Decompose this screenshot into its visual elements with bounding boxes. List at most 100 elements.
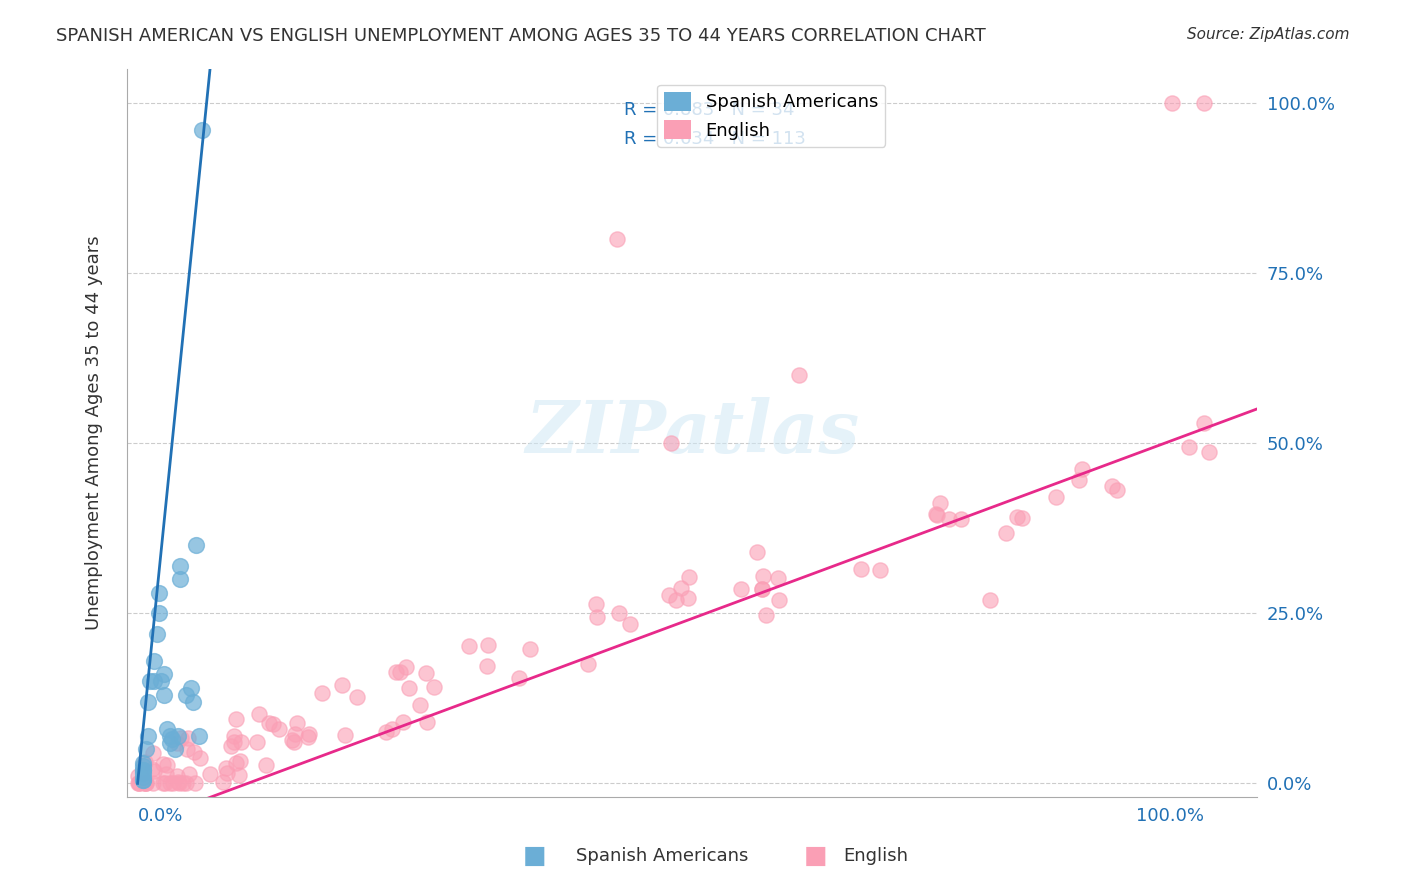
Point — [676, 591, 699, 606]
Point — [1071, 462, 1094, 476]
Point — [132, 776, 155, 790]
Point — [578, 657, 600, 671]
Point — [132, 772, 155, 787]
Point — [167, 774, 190, 789]
Point — [155, 766, 177, 780]
Point — [174, 776, 197, 790]
Point — [607, 606, 630, 620]
Point — [659, 436, 682, 450]
Point — [186, 538, 208, 552]
Point — [142, 776, 165, 790]
Point — [388, 665, 411, 679]
Point — [141, 762, 163, 776]
Point — [177, 766, 200, 780]
Point — [148, 606, 170, 620]
Point — [766, 571, 789, 585]
Point — [132, 763, 155, 777]
Text: ■: ■ — [523, 845, 546, 868]
Point — [257, 715, 280, 730]
Point — [153, 688, 176, 702]
Text: Source: ZipAtlas.com: Source: ZipAtlas.com — [1187, 27, 1350, 42]
Point — [385, 665, 408, 680]
Point — [135, 776, 157, 790]
Point — [457, 639, 479, 653]
Point — [159, 735, 181, 749]
Point — [183, 776, 205, 790]
Point — [169, 572, 191, 586]
Point — [267, 722, 290, 736]
Point — [330, 678, 353, 692]
Point — [1067, 473, 1090, 487]
Point — [127, 776, 149, 790]
Point — [925, 508, 948, 523]
Point — [155, 776, 177, 790]
Point — [142, 654, 165, 668]
Point — [283, 735, 305, 749]
Point — [167, 729, 190, 743]
Point — [135, 742, 157, 756]
Point — [127, 769, 149, 783]
Point — [225, 712, 247, 726]
Point — [1011, 511, 1033, 525]
Point — [929, 496, 952, 510]
Point — [1005, 510, 1028, 524]
Point — [415, 665, 437, 680]
Point — [755, 607, 778, 622]
Point — [198, 767, 221, 781]
Point — [156, 722, 179, 736]
Point — [224, 734, 246, 748]
Point — [172, 776, 194, 790]
Point — [170, 731, 193, 745]
Point — [1045, 490, 1067, 504]
Point — [1192, 95, 1215, 110]
Point — [285, 715, 308, 730]
Point — [145, 626, 167, 640]
Point — [183, 745, 205, 759]
Point — [585, 610, 607, 624]
Point — [730, 582, 752, 597]
Point — [215, 761, 238, 775]
Point — [751, 582, 773, 597]
Point — [142, 674, 165, 689]
Point — [229, 735, 252, 749]
Point — [152, 776, 174, 790]
Point — [678, 570, 700, 584]
Point — [160, 732, 183, 747]
Text: SPANISH AMERICAN VS ENGLISH UNEMPLOYMENT AMONG AGES 35 TO 44 YEARS CORRELATION C: SPANISH AMERICAN VS ENGLISH UNEMPLOYMENT… — [56, 27, 986, 45]
Point — [139, 674, 162, 689]
Text: Spanish Americans: Spanish Americans — [576, 847, 749, 865]
Point — [619, 617, 641, 632]
Point — [135, 776, 157, 790]
Legend: Spanish Americans, English: Spanish Americans, English — [657, 85, 886, 147]
Point — [134, 776, 156, 790]
Point — [849, 561, 872, 575]
Point — [128, 776, 150, 790]
Point — [246, 735, 269, 749]
Point — [477, 639, 499, 653]
Point — [281, 733, 304, 747]
Point — [132, 756, 155, 770]
Point — [153, 667, 176, 681]
Point — [166, 736, 188, 750]
Point — [229, 754, 252, 768]
Point — [180, 681, 202, 695]
Point — [132, 772, 155, 787]
Point — [212, 775, 235, 789]
Point — [128, 776, 150, 790]
Point — [311, 686, 333, 700]
Point — [1105, 483, 1128, 497]
Point — [1160, 95, 1182, 110]
Point — [751, 582, 773, 596]
Point — [375, 724, 398, 739]
Point — [745, 544, 768, 558]
Point — [190, 123, 212, 137]
Point — [665, 593, 688, 607]
Point — [152, 757, 174, 772]
Point — [136, 729, 159, 743]
Point — [423, 681, 446, 695]
Point — [142, 746, 165, 760]
Text: ZIPatlas: ZIPatlas — [524, 397, 859, 468]
Point — [167, 776, 190, 790]
Text: R = 0.883   N = 34: R = 0.883 N = 34 — [624, 102, 794, 120]
Point — [1198, 445, 1220, 459]
